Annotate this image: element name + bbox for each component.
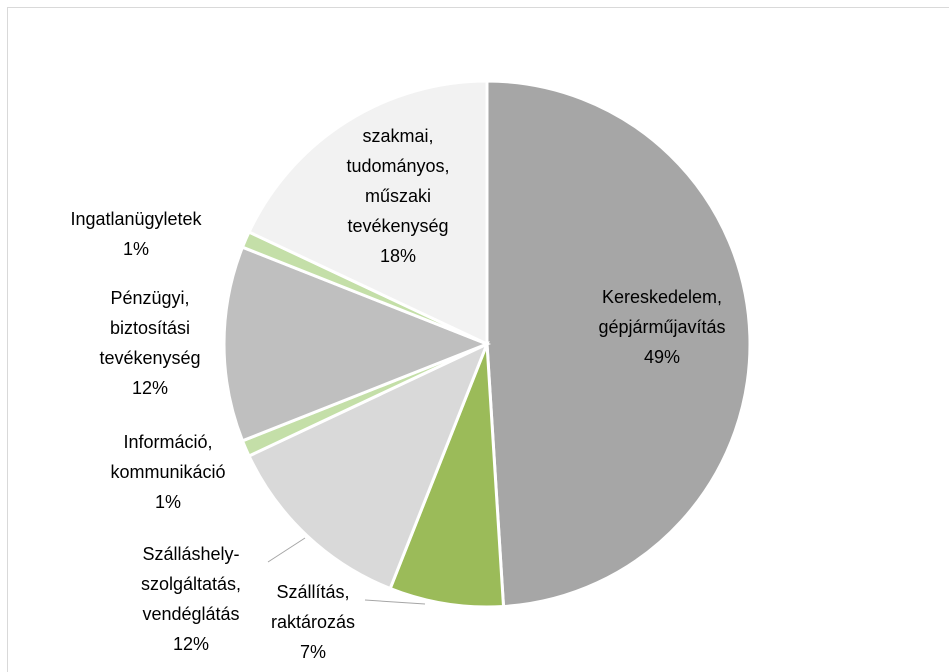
leader-line bbox=[267, 537, 306, 563]
slice-label: szakmai, bbox=[362, 126, 433, 146]
slice-label: tevékenység bbox=[99, 348, 200, 368]
pie-slice bbox=[247, 341, 490, 591]
slice-label: műszaki bbox=[365, 186, 431, 206]
slice-label: Szállítás, bbox=[276, 582, 349, 602]
slice-label: biztosítási bbox=[110, 318, 190, 338]
leader-line bbox=[364, 599, 426, 605]
pie-slice bbox=[222, 245, 492, 443]
slice-label: vendéglátás bbox=[142, 604, 239, 624]
value-label: 12% bbox=[173, 634, 209, 654]
value-label: 1% bbox=[155, 492, 181, 512]
slice-label: raktározás bbox=[271, 612, 355, 632]
pie-slice bbox=[485, 79, 752, 609]
slice-label: Szálláshely- bbox=[142, 544, 239, 564]
slice-label: Kereskedelem, bbox=[602, 287, 722, 307]
slice-label: tevékenység bbox=[347, 216, 448, 236]
slice-label: Ingatlanügyletek bbox=[70, 209, 202, 229]
slice-label: gépjárműjavítás bbox=[598, 317, 725, 337]
slice-label: Pénzügyi, bbox=[110, 288, 189, 308]
pie-slice bbox=[247, 79, 489, 347]
value-label: 18% bbox=[380, 246, 416, 266]
slice-label: tudományos, bbox=[346, 156, 449, 176]
slice-label: szolgáltatás, bbox=[141, 574, 241, 594]
value-label: 12% bbox=[132, 378, 168, 398]
slice-label: Információ, bbox=[123, 432, 212, 452]
value-label: 7% bbox=[300, 642, 326, 662]
value-label: 1% bbox=[123, 239, 149, 259]
slice-label: kommunikáció bbox=[110, 462, 225, 482]
value-label: 49% bbox=[644, 347, 680, 367]
pie-slice bbox=[388, 343, 506, 609]
